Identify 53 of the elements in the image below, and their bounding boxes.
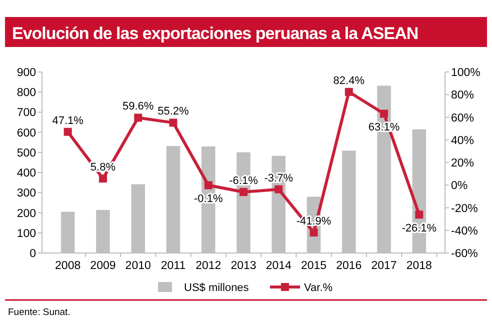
point	[274, 185, 283, 194]
y2-tick-label: 20%	[451, 158, 474, 170]
y2-tick-label: 60%	[451, 112, 474, 124]
point	[204, 181, 212, 190]
point	[98, 174, 107, 183]
x-tick-label: 2014	[266, 260, 292, 272]
point	[134, 114, 142, 122]
legend-label: Var.%	[304, 282, 333, 294]
point	[169, 118, 178, 127]
point	[310, 228, 318, 237]
data-label: -0.1%	[194, 193, 223, 206]
y-tick-label: 400	[16, 168, 36, 180]
data-label: 47.1%	[52, 114, 84, 127]
y-tick-label: 300	[16, 188, 36, 200]
point	[380, 110, 388, 118]
y2-tick-label: 40%	[451, 134, 474, 147]
y-tick-label: 0	[30, 248, 36, 260]
data-label: 82.4%	[333, 74, 365, 87]
x-tick-label: 2009	[90, 260, 116, 272]
point	[344, 88, 353, 96]
data-label: -26.1%	[402, 222, 437, 235]
x-tick-label: 2018	[406, 260, 432, 272]
y2-tick-label: 80%	[451, 90, 474, 102]
y-tick-label: 600	[16, 127, 36, 140]
y2-tick-label: -20%	[451, 202, 478, 215]
x-tick-label: 2010	[125, 260, 151, 272]
y-tick-label: 700	[16, 107, 36, 120]
data-label: -3.7%	[264, 172, 294, 184]
y2-tick-label: 100%	[451, 67, 480, 79]
legend-label: US$ millones	[184, 282, 250, 294]
x-tick-label: 2017	[371, 260, 397, 272]
x-tick-label: 2015	[300, 260, 327, 272]
point	[240, 188, 248, 196]
source-note: Fuente: Sunat.	[8, 307, 70, 318]
y-tick-label: 500	[16, 147, 36, 160]
x-tick-label: 2013	[230, 260, 256, 272]
x-tick-label: 2012	[196, 260, 222, 272]
y2-tick-label: 0%	[451, 180, 468, 192]
data-label: 59.6%	[122, 100, 154, 113]
chart-title: Evolución de las exportaciones peruanas a la ASEAN	[12, 24, 418, 43]
y-tick-label: 800	[16, 87, 36, 100]
point	[415, 210, 424, 219]
y-tick-label: 200	[16, 208, 36, 220]
y2-tick-label: -60%	[451, 248, 478, 260]
data-label: 55.2%	[158, 106, 190, 118]
y-tick-label: 900	[16, 67, 36, 79]
y2-tick-label: -40%	[451, 225, 478, 238]
x-tick-label: 2011	[160, 260, 186, 272]
y-tick-label: 100	[16, 228, 36, 240]
point	[64, 128, 72, 136]
x-tick-label: 2008	[55, 260, 81, 272]
x-tick-label: 2016	[336, 260, 362, 272]
data-label: -6.1%	[229, 175, 258, 188]
